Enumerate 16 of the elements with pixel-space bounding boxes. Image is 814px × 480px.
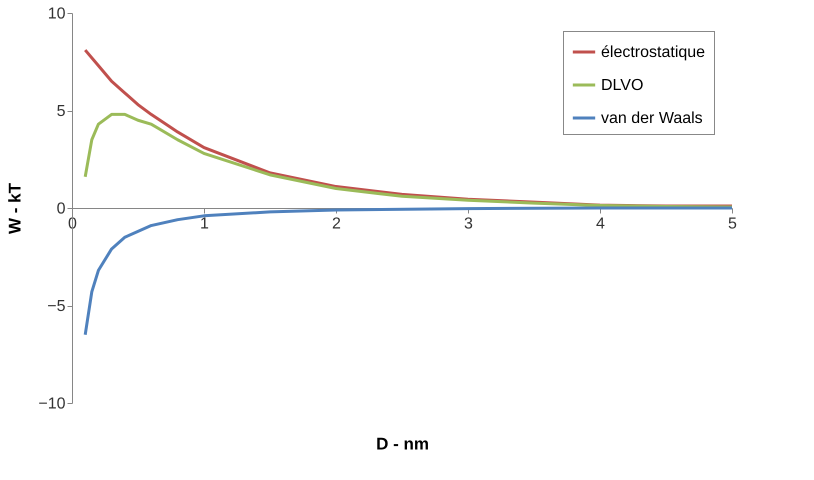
x-tick-label: 4: [596, 216, 606, 232]
legend-label: van der Waals: [601, 110, 703, 127]
y-axis-title: W - kT: [5, 182, 24, 234]
y-tick-label: 5: [56, 103, 66, 120]
x-axis-title: D - nm: [376, 434, 429, 454]
x-tick-label: 2: [332, 216, 342, 232]
x-tick-label: 5: [728, 216, 738, 232]
legend-label: électrostatique: [601, 44, 706, 61]
y-tick-label: 0: [56, 200, 66, 218]
line-series: [84, 112, 734, 209]
legend-label: DLVO: [601, 77, 644, 94]
y-tick-label: 10: [48, 6, 66, 22]
y-tick-label: −10: [38, 396, 66, 412]
x-tick-label: 1: [200, 216, 210, 232]
x-tick-label: 3: [464, 216, 474, 232]
y-tick-label: −5: [47, 298, 66, 315]
